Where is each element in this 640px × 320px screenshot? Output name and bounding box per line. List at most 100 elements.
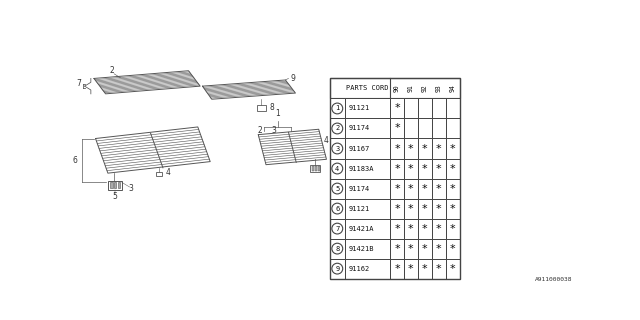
Bar (345, 259, 390, 279)
Bar (345, 239, 390, 259)
Text: 8: 8 (335, 246, 339, 252)
Text: 5: 5 (335, 186, 339, 192)
Bar (446, 99, 460, 118)
Bar (330, 78, 460, 279)
Bar (257, 105, 266, 111)
Bar (446, 219, 460, 239)
Text: 91167: 91167 (348, 146, 369, 151)
Text: 6: 6 (73, 156, 78, 165)
Circle shape (332, 103, 343, 114)
Bar (330, 139, 345, 158)
Bar (446, 179, 460, 198)
Bar (446, 259, 460, 279)
Bar (114, 182, 116, 188)
Text: *: * (394, 244, 400, 254)
Text: *: * (450, 244, 456, 254)
Bar (418, 259, 432, 279)
Text: *: * (450, 143, 456, 154)
Text: *: * (422, 164, 428, 173)
Text: *: * (394, 184, 400, 194)
Bar (446, 118, 460, 139)
Text: 7: 7 (76, 79, 81, 88)
Text: 2: 2 (109, 66, 114, 75)
Text: PARTS CORD: PARTS CORD (346, 85, 388, 92)
Text: 94: 94 (450, 84, 456, 92)
Text: *: * (394, 264, 400, 274)
Text: 1: 1 (275, 109, 280, 118)
Text: *: * (422, 224, 428, 234)
Bar (418, 139, 432, 158)
Bar (110, 182, 113, 188)
Bar (446, 139, 460, 158)
Text: 3: 3 (129, 184, 134, 193)
Bar (330, 99, 345, 118)
Bar (345, 198, 390, 219)
Text: *: * (408, 204, 413, 213)
Circle shape (332, 203, 343, 214)
Text: 7: 7 (335, 226, 339, 232)
Bar (390, 198, 404, 219)
Text: *: * (422, 204, 428, 213)
FancyBboxPatch shape (156, 172, 162, 176)
Bar (432, 158, 446, 179)
Bar (345, 139, 390, 158)
Text: *: * (408, 244, 413, 254)
Text: *: * (436, 143, 442, 154)
Text: *: * (394, 224, 400, 234)
Circle shape (332, 223, 343, 234)
Text: 93: 93 (436, 84, 442, 92)
Bar (404, 239, 418, 259)
Text: *: * (436, 164, 442, 173)
Bar (404, 198, 418, 219)
Bar (315, 166, 317, 171)
Text: 91121: 91121 (348, 106, 369, 111)
Text: *: * (422, 143, 428, 154)
Bar (432, 239, 446, 259)
Bar (390, 259, 404, 279)
Text: *: * (394, 204, 400, 213)
Bar (330, 118, 345, 139)
Bar (390, 239, 404, 259)
Text: *: * (450, 184, 456, 194)
Text: *: * (394, 143, 400, 154)
Circle shape (332, 243, 343, 254)
Text: 91421B: 91421B (348, 246, 374, 252)
Bar (432, 259, 446, 279)
Text: *: * (422, 184, 428, 194)
Bar (318, 166, 320, 171)
Bar (330, 219, 345, 239)
Text: *: * (436, 204, 442, 213)
Text: *: * (394, 103, 400, 114)
Bar (418, 179, 432, 198)
Text: 6: 6 (335, 205, 339, 212)
Bar (330, 179, 345, 198)
Text: 4: 4 (335, 165, 339, 172)
Text: 9: 9 (335, 266, 339, 272)
Bar (390, 158, 404, 179)
Text: *: * (394, 164, 400, 173)
Text: 91174: 91174 (348, 186, 369, 192)
Text: *: * (450, 164, 456, 173)
Bar (118, 182, 120, 188)
Bar (330, 239, 345, 259)
Text: 4: 4 (166, 168, 171, 177)
Circle shape (332, 183, 343, 194)
Bar (418, 158, 432, 179)
Bar (404, 179, 418, 198)
Text: 91: 91 (408, 84, 414, 92)
Text: 91174: 91174 (348, 125, 369, 132)
Text: *: * (436, 244, 442, 254)
Text: 4: 4 (323, 136, 328, 145)
Text: A911000038: A911000038 (534, 277, 572, 283)
Text: 3: 3 (335, 146, 339, 151)
Text: *: * (436, 184, 442, 194)
Bar (432, 139, 446, 158)
Bar (390, 139, 404, 158)
Text: 91121: 91121 (348, 205, 369, 212)
Bar (418, 118, 432, 139)
Bar (312, 166, 314, 171)
Bar (418, 239, 432, 259)
Bar (345, 99, 390, 118)
Text: *: * (422, 244, 428, 254)
Text: 2: 2 (257, 125, 262, 134)
